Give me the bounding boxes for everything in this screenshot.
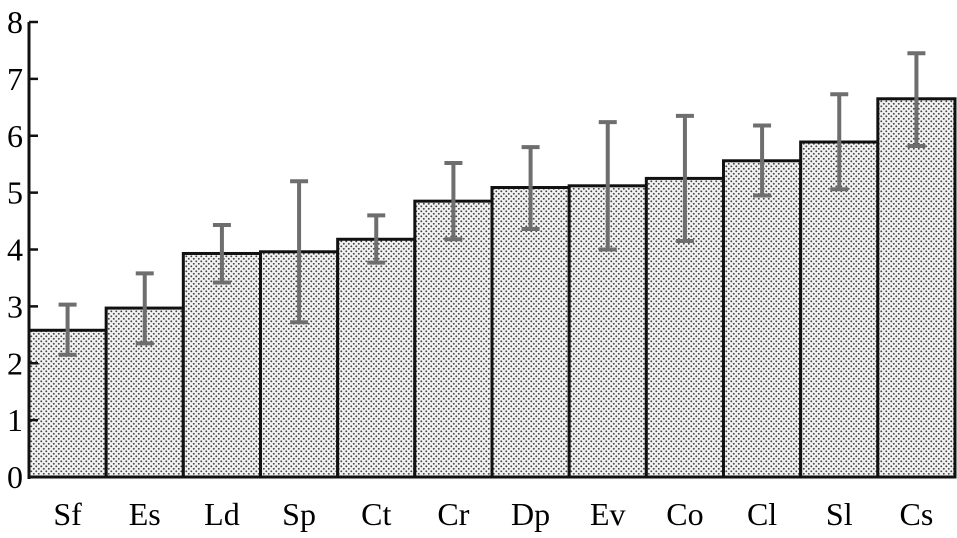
error-bar-co	[675, 113, 694, 243]
bar-cr	[413, 199, 494, 479]
y-tick-labels: 0 1 2 3 4 5 6 7 8	[7, 4, 38, 495]
error-bar-sf	[58, 302, 77, 357]
error-bar-ev	[598, 120, 617, 252]
bar-ev	[567, 184, 648, 479]
x-tick-label-sl: Sl	[826, 496, 853, 532]
x-tick-label-cr: Cr	[437, 496, 469, 532]
x-tick-label-co: Co	[666, 496, 703, 532]
x-tick-label-ld: Ld	[204, 496, 240, 532]
error-bar-sp	[290, 179, 309, 325]
y-tick-label: 2	[7, 345, 23, 381]
error-bar-es	[135, 271, 154, 346]
y-tick-label: 5	[7, 175, 23, 211]
x-tick-label-cl: Cl	[747, 496, 777, 532]
error-bar-ld	[212, 223, 231, 285]
y-tick-label: 3	[7, 288, 23, 324]
error-bar-ct	[367, 213, 386, 265]
y-tick-label: 6	[7, 118, 23, 154]
x-tick-label-sp: Sp	[282, 496, 316, 532]
error-bar-cr	[444, 161, 463, 242]
error-bar-sl	[830, 92, 849, 192]
x-tick-label-ev: Ev	[590, 496, 626, 532]
bars-group	[27, 97, 957, 479]
x-tick-label-cs: Cs	[900, 496, 934, 532]
y-tick-label: 8	[7, 4, 23, 40]
y-tick-label: 4	[7, 232, 23, 268]
error-bar-cl	[753, 123, 772, 198]
y-tick-label: 7	[7, 61, 23, 97]
bar-cs	[876, 97, 957, 479]
bar-cl	[722, 159, 803, 479]
y-tick-label: 0	[7, 459, 23, 495]
x-tick-label-es: Es	[129, 496, 161, 532]
x-tick-label-dp: Dp	[511, 496, 550, 532]
bar-ct	[336, 237, 417, 479]
x-tick-labels: Sf Es Ld Sp Ct Cr Dp Ev Co Cl Sl Cs	[53, 496, 933, 532]
error-bar-dp	[521, 145, 540, 232]
x-tick-label-sf: Sf	[53, 496, 82, 532]
error-bar-cs	[907, 51, 926, 148]
x-tick-label-ct: Ct	[361, 496, 391, 532]
bar-sl	[799, 140, 880, 479]
y-tick-label: 1	[7, 402, 23, 438]
error-bars-group	[58, 51, 926, 357]
bar-ld	[181, 251, 262, 479]
